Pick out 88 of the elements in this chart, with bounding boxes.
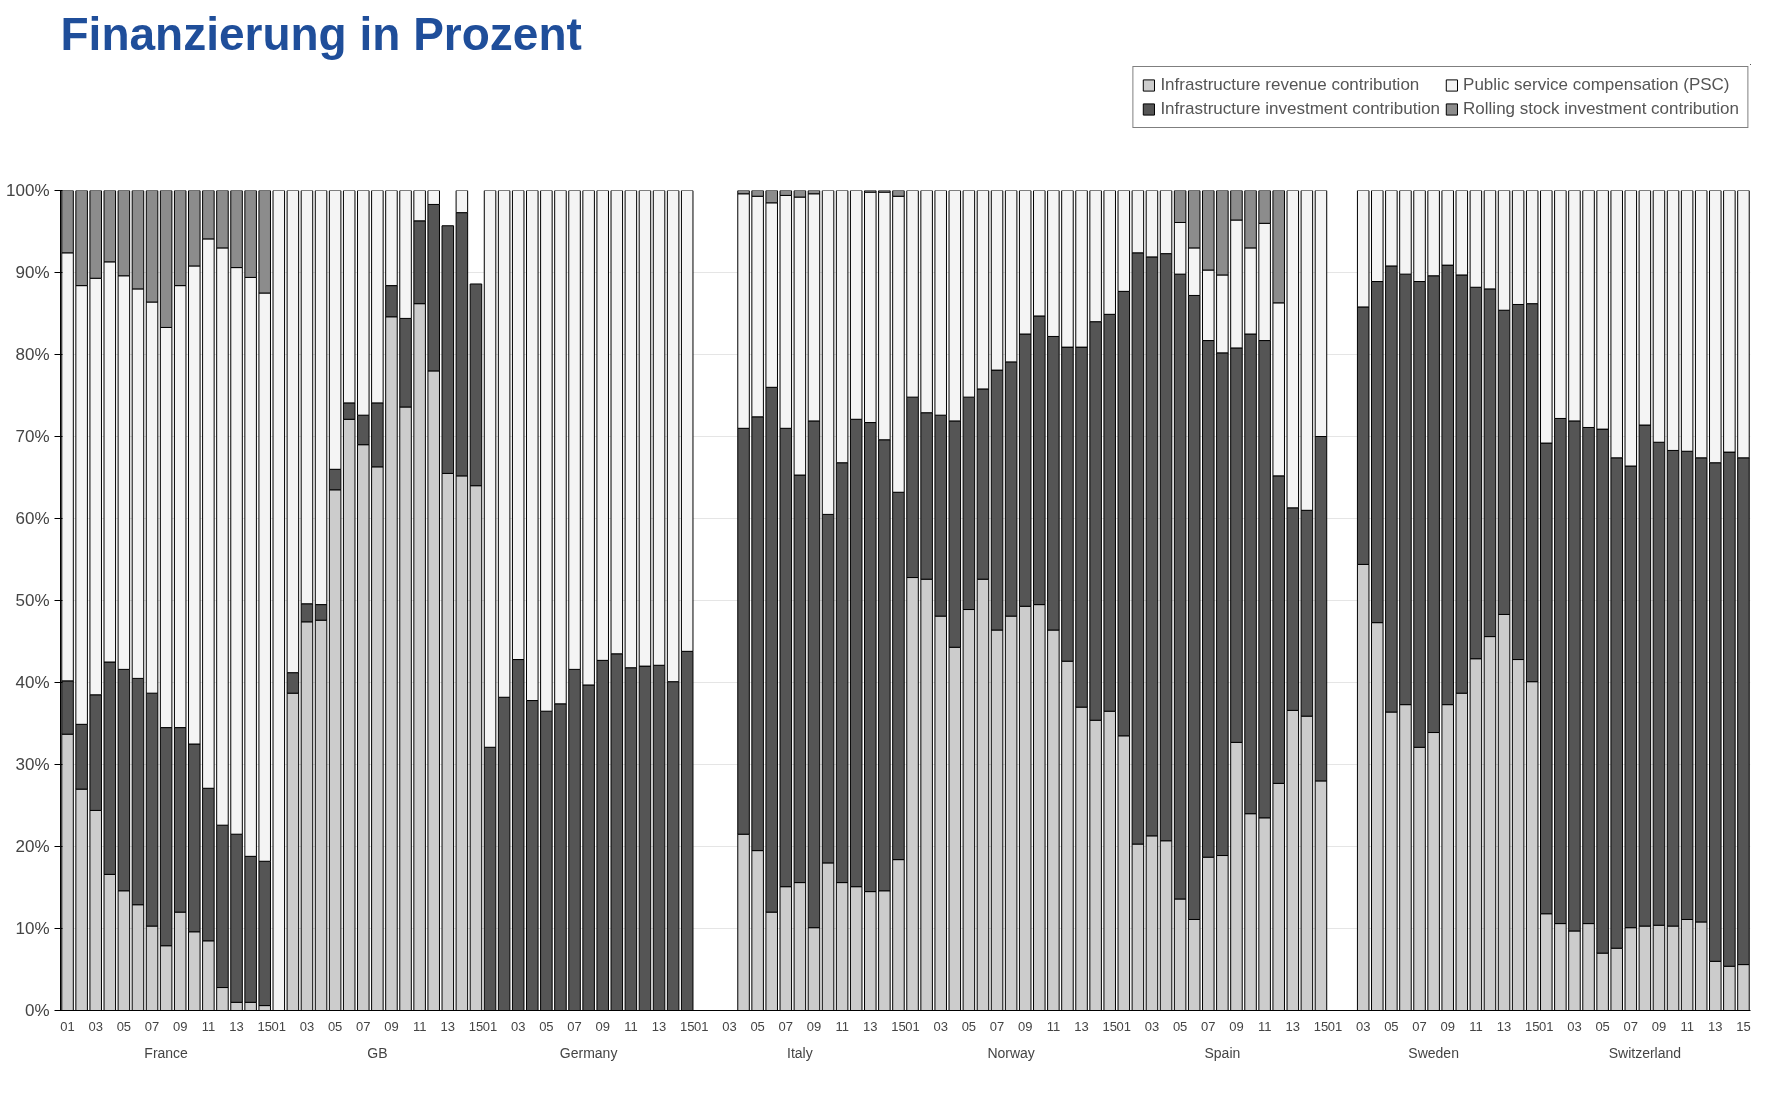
x-tick-label: 11	[412, 1018, 427, 1034]
x-tick-label: 15	[891, 1018, 906, 1034]
chart-title: Finanzierung in Prozent	[60, 7, 582, 60]
x-tick-label: 03	[933, 1018, 948, 1034]
x-tick-label: 13	[863, 1018, 878, 1034]
x-tick-label: 15	[468, 1018, 484, 1034]
y-tick-label: 40%	[15, 673, 50, 692]
x-tick-label: 01	[1327, 1018, 1343, 1034]
x-tick-label: 05	[1384, 1018, 1399, 1034]
x-tick-label: 07	[1201, 1018, 1216, 1034]
y-tick-label: 20%	[15, 837, 50, 856]
text: GB	[367, 1044, 388, 1061]
x-tick-label: 09	[595, 1018, 610, 1034]
x-tick-label: 09	[384, 1018, 399, 1034]
x-tick-label: 05	[116, 1018, 132, 1034]
x-tick-label: 05	[539, 1018, 554, 1034]
x-tick-label: 01	[482, 1018, 498, 1034]
x-tick-label: 01	[1539, 1018, 1554, 1034]
text: Sweden	[1408, 1044, 1459, 1061]
x-tick-label: 07	[1623, 1018, 1639, 1034]
x-tick-label: 15	[1102, 1018, 1117, 1034]
y-tick-label: 100%	[6, 181, 50, 200]
x-tick-label: 07	[567, 1018, 582, 1034]
x-tick-label: 03	[1567, 1018, 1582, 1034]
x-tick-label: 05	[750, 1018, 765, 1034]
x-tick-label: 15	[679, 1018, 695, 1034]
x-tick-label: 03	[299, 1018, 315, 1034]
x-tick-label: 13	[651, 1018, 667, 1034]
legend-label: Rolling stock investment contribution	[1463, 99, 1739, 119]
x-tick-label: 03	[722, 1018, 737, 1034]
y-tick-label: 80%	[15, 345, 50, 364]
x-tick-label: 01	[905, 1018, 920, 1034]
x-tick-label: 07	[144, 1018, 160, 1034]
y-tick-label: 50%	[15, 591, 50, 610]
x-tick-label: 01	[60, 1018, 75, 1034]
x-tick-label: 11	[1046, 1018, 1061, 1034]
y-tick-label: 90%	[15, 263, 50, 282]
x-tick-label: 03	[1355, 1018, 1371, 1034]
x-tick-label: 03	[1144, 1018, 1160, 1034]
x-tick-label: 11	[1257, 1018, 1272, 1034]
x-tick-label: 13	[440, 1018, 456, 1034]
x-tick-label: 05	[961, 1018, 977, 1034]
x-tick-label: 01	[1116, 1018, 1132, 1034]
x-tick-label: 09	[172, 1018, 188, 1034]
y-tick-label: 70%	[15, 427, 50, 446]
x-tick-label: 07	[1412, 1018, 1427, 1034]
x-tick-label: 07	[989, 1018, 1005, 1034]
text: Switzerland	[1608, 1044, 1682, 1061]
x-tick-label: 15	[1736, 1018, 1751, 1034]
text: Germany	[559, 1044, 618, 1061]
legend-label: Public service compensation (PSC)	[1463, 75, 1730, 95]
text: France	[144, 1044, 189, 1061]
x-tick-label: 05	[1595, 1018, 1610, 1034]
x-tick-label: 11	[624, 1018, 638, 1034]
x-tick-label: 09	[1440, 1018, 1455, 1034]
x-tick-label: 09	[1017, 1018, 1033, 1034]
x-tick-label: 09	[1651, 1018, 1667, 1034]
x-tick-label: 05	[327, 1018, 343, 1034]
x-tick-label: 15	[1313, 1018, 1329, 1034]
x-tick-label: 13	[1285, 1018, 1301, 1034]
text: Italy	[787, 1044, 813, 1061]
x-tick-label: 01	[694, 1018, 709, 1034]
text: Norway	[987, 1044, 1035, 1061]
x-tick-label: 09	[1229, 1018, 1244, 1034]
x-tick-label: 15	[1524, 1018, 1540, 1034]
x-tick-label: 13	[1074, 1018, 1089, 1034]
x-tick-label: 03	[510, 1018, 526, 1034]
x-tick-label: 01	[271, 1018, 287, 1034]
x-tick-label: 11	[1469, 1018, 1483, 1034]
x-tick-label: 09	[806, 1018, 822, 1034]
x-tick-label: 05	[1172, 1018, 1188, 1034]
x-tick-label: 03	[88, 1018, 103, 1034]
legend-label: Infrastructure revenue contribution	[1160, 75, 1420, 95]
x-tick-label: 07	[778, 1018, 794, 1034]
y-tick-label: 30%	[15, 755, 50, 774]
x-tick-label: 07	[356, 1018, 371, 1034]
x-tick-label: 13	[229, 1018, 244, 1034]
y-tick-label: 0%	[24, 1001, 50, 1020]
x-tick-label: 11	[835, 1018, 849, 1034]
y-tick-label: 60%	[15, 509, 50, 528]
y-tick-label: 10%	[15, 919, 50, 938]
x-tick-label: 11	[1680, 1018, 1694, 1034]
x-tick-label: 13	[1708, 1018, 1723, 1034]
x-tick-label: 13	[1496, 1018, 1512, 1034]
text: Spain	[1204, 1044, 1241, 1061]
x-tick-label: 11	[201, 1018, 216, 1034]
x-tick-label: 15	[257, 1018, 272, 1034]
legend-label: Infrastructure investment contribution	[1160, 99, 1441, 119]
